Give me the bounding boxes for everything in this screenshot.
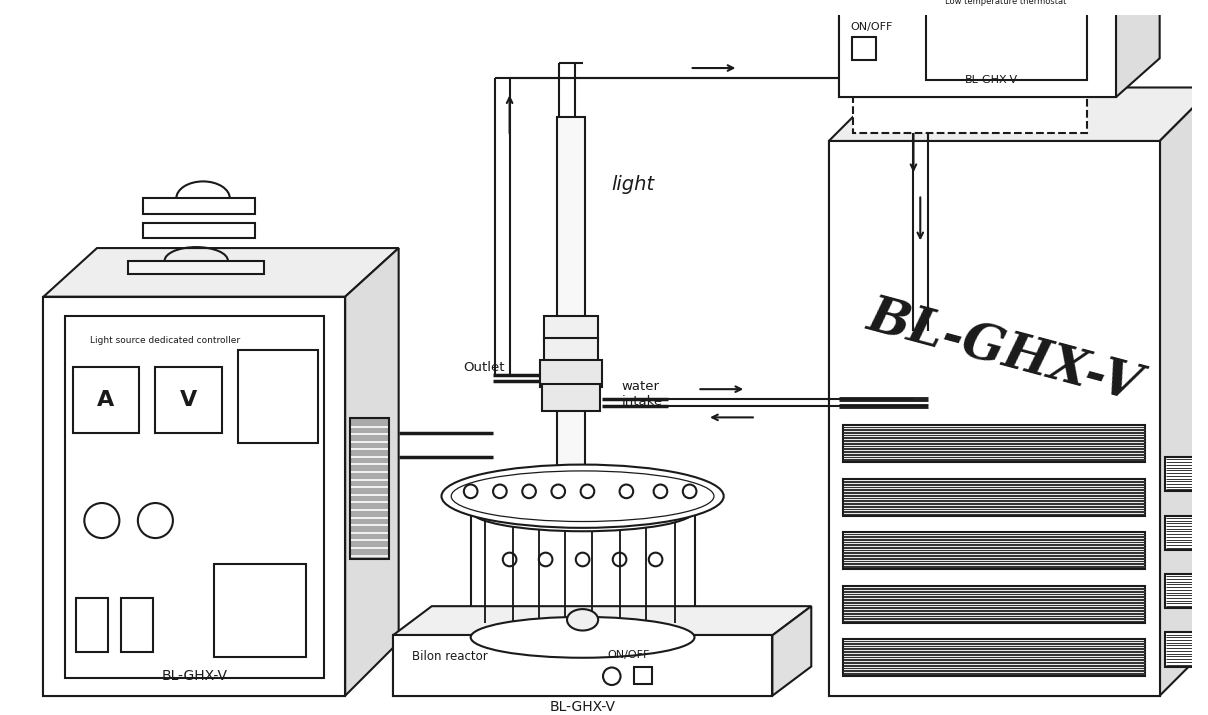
Text: BL-GHX-V: BL-GHX-V	[863, 292, 1146, 412]
Text: BL-GHX-V: BL-GHX-V	[965, 74, 1018, 84]
Bar	[838, 0, 1116, 97]
Ellipse shape	[471, 490, 695, 531]
Text: A: A	[97, 390, 115, 410]
Bar	[843, 639, 1145, 676]
Polygon shape	[829, 87, 1208, 141]
Bar	[143, 223, 255, 238]
Bar	[541, 384, 600, 410]
Bar	[43, 297, 345, 696]
Text: BL-GHX-V: BL-GHX-V	[550, 701, 616, 714]
Ellipse shape	[452, 471, 714, 521]
Bar	[1165, 458, 1202, 491]
Polygon shape	[1160, 87, 1208, 696]
Bar	[634, 666, 651, 684]
Text: ON/OFF: ON/OFF	[850, 22, 893, 32]
Text: water
intake: water intake	[622, 380, 663, 408]
Text: light: light	[611, 175, 655, 194]
Text: V: V	[180, 390, 197, 410]
Ellipse shape	[471, 617, 695, 658]
Ellipse shape	[441, 465, 724, 528]
Polygon shape	[393, 606, 812, 636]
Bar	[557, 331, 585, 491]
Bar	[852, 37, 876, 60]
Bar	[214, 564, 306, 657]
Bar	[65, 316, 324, 679]
Bar	[927, 9, 1087, 79]
Polygon shape	[345, 248, 399, 696]
Bar	[544, 316, 598, 340]
Bar	[544, 337, 598, 362]
Polygon shape	[1116, 0, 1160, 97]
Bar	[843, 425, 1145, 462]
Text: Bilon reactor: Bilon reactor	[412, 650, 488, 664]
Bar	[829, 141, 1160, 696]
Bar	[1165, 633, 1202, 666]
Bar	[156, 367, 221, 433]
Text: ON/OFF: ON/OFF	[606, 650, 649, 660]
Polygon shape	[853, 90, 1087, 133]
Bar	[76, 598, 108, 652]
Bar	[471, 511, 695, 637]
Text: BL-GHX-V: BL-GHX-V	[162, 669, 227, 684]
Bar	[72, 367, 139, 433]
Bar	[128, 261, 265, 275]
Ellipse shape	[567, 609, 598, 631]
Bar	[1165, 574, 1202, 608]
Bar	[829, 141, 1160, 696]
Bar	[843, 532, 1145, 569]
Bar	[393, 636, 772, 696]
Polygon shape	[772, 606, 812, 696]
Bar	[143, 199, 255, 214]
Bar	[540, 360, 602, 388]
Bar	[557, 117, 585, 321]
Bar	[843, 479, 1145, 516]
Bar	[121, 598, 153, 652]
Polygon shape	[43, 248, 399, 297]
Text: Low temperature thermostat: Low temperature thermostat	[945, 0, 1067, 6]
Bar	[393, 636, 772, 696]
Text: Light source dedicated controller: Light source dedicated controller	[91, 336, 240, 345]
Bar	[350, 418, 389, 559]
Bar	[843, 586, 1145, 623]
Bar	[238, 350, 318, 443]
Bar	[43, 297, 345, 696]
Bar	[838, 0, 1116, 97]
Bar	[1165, 516, 1202, 550]
Text: Outlet: Outlet	[463, 361, 505, 374]
